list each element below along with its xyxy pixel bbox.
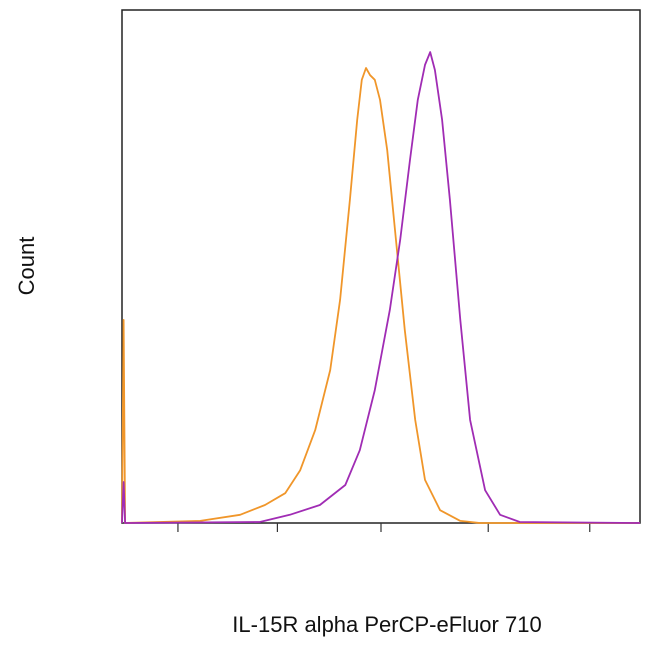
series-line bbox=[121, 67, 640, 524]
plot-frame bbox=[121, 9, 641, 524]
x-axis-label: IL-15R alpha PerCP-eFluor 710 bbox=[232, 612, 541, 637]
series-line bbox=[121, 51, 641, 524]
y-axis-label: Count bbox=[14, 237, 39, 296]
